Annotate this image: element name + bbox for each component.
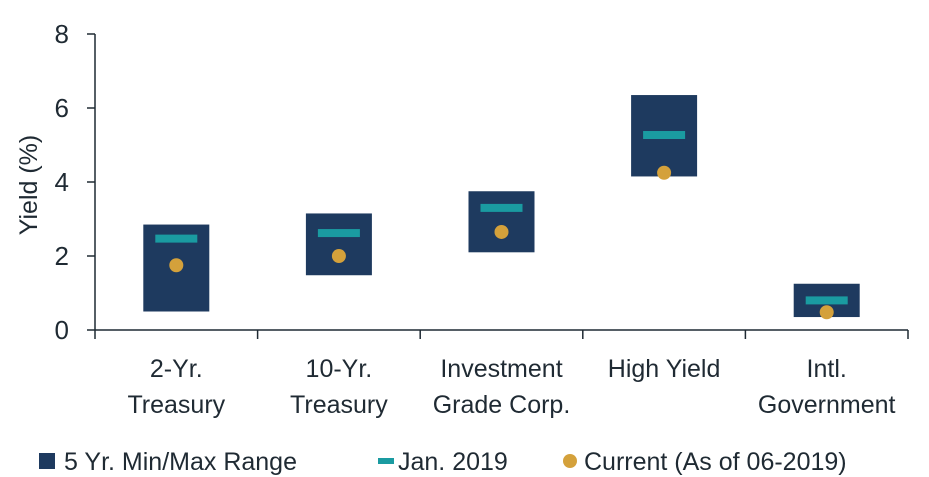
- range-box: [305, 213, 372, 276]
- legend-range-label: 5 Yr. Min/Max Range: [64, 448, 297, 476]
- jan-2019-marker: [643, 131, 686, 140]
- x-category-label: 2-Yr.: [150, 355, 203, 383]
- current-marker: [331, 249, 346, 263]
- jan-2019-marker: [155, 234, 198, 243]
- legend: 5 Yr. Min/Max Range Jan. 2019 Current (As …: [39, 448, 847, 476]
- x-category-label: Treasury: [290, 391, 388, 419]
- x-category-label: Treasury: [127, 391, 225, 419]
- current-marker: [494, 224, 509, 239]
- legend-range-swatch: [39, 453, 55, 469]
- jan-2019-marker: [480, 203, 523, 212]
- jan-2019-marker: [805, 296, 848, 305]
- axis-labels: 0 2 4 6 8 2-Yr. Treasury 10-Yr. Treasury Investme…: [55, 19, 896, 419]
- legend-jan-label: Jan. 2019: [398, 448, 508, 476]
- range-boxes: [143, 95, 860, 320]
- x-category-label: Grade Corp.: [433, 391, 571, 419]
- axes: [87, 33, 909, 339]
- jan-2019-marker: [317, 229, 360, 238]
- x-category-label: High Yield: [608, 355, 721, 383]
- legend-current-label: Current (As of 06-2019): [584, 448, 847, 476]
- x-category-label: Government: [758, 391, 896, 419]
- legend-jan-swatch: [378, 458, 394, 464]
- y-tick-label: 8: [55, 19, 69, 49]
- y-tick-label: 2: [55, 241, 69, 271]
- x-category-label: Investment: [440, 355, 562, 383]
- current-marker: [657, 165, 672, 180]
- y-tick-label: 6: [55, 93, 69, 123]
- current-marker: [169, 258, 184, 273]
- legend-current-swatch: [563, 454, 577, 468]
- y-axis-title: Yield (%): [15, 135, 43, 236]
- y-tick-label: 4: [55, 167, 69, 197]
- y-tick-label: 0: [55, 315, 69, 345]
- current-marker: [819, 305, 834, 320]
- x-category-label: 10-Yr.: [306, 355, 373, 383]
- range-box: [468, 191, 535, 253]
- x-category-label: Intl.: [807, 355, 847, 383]
